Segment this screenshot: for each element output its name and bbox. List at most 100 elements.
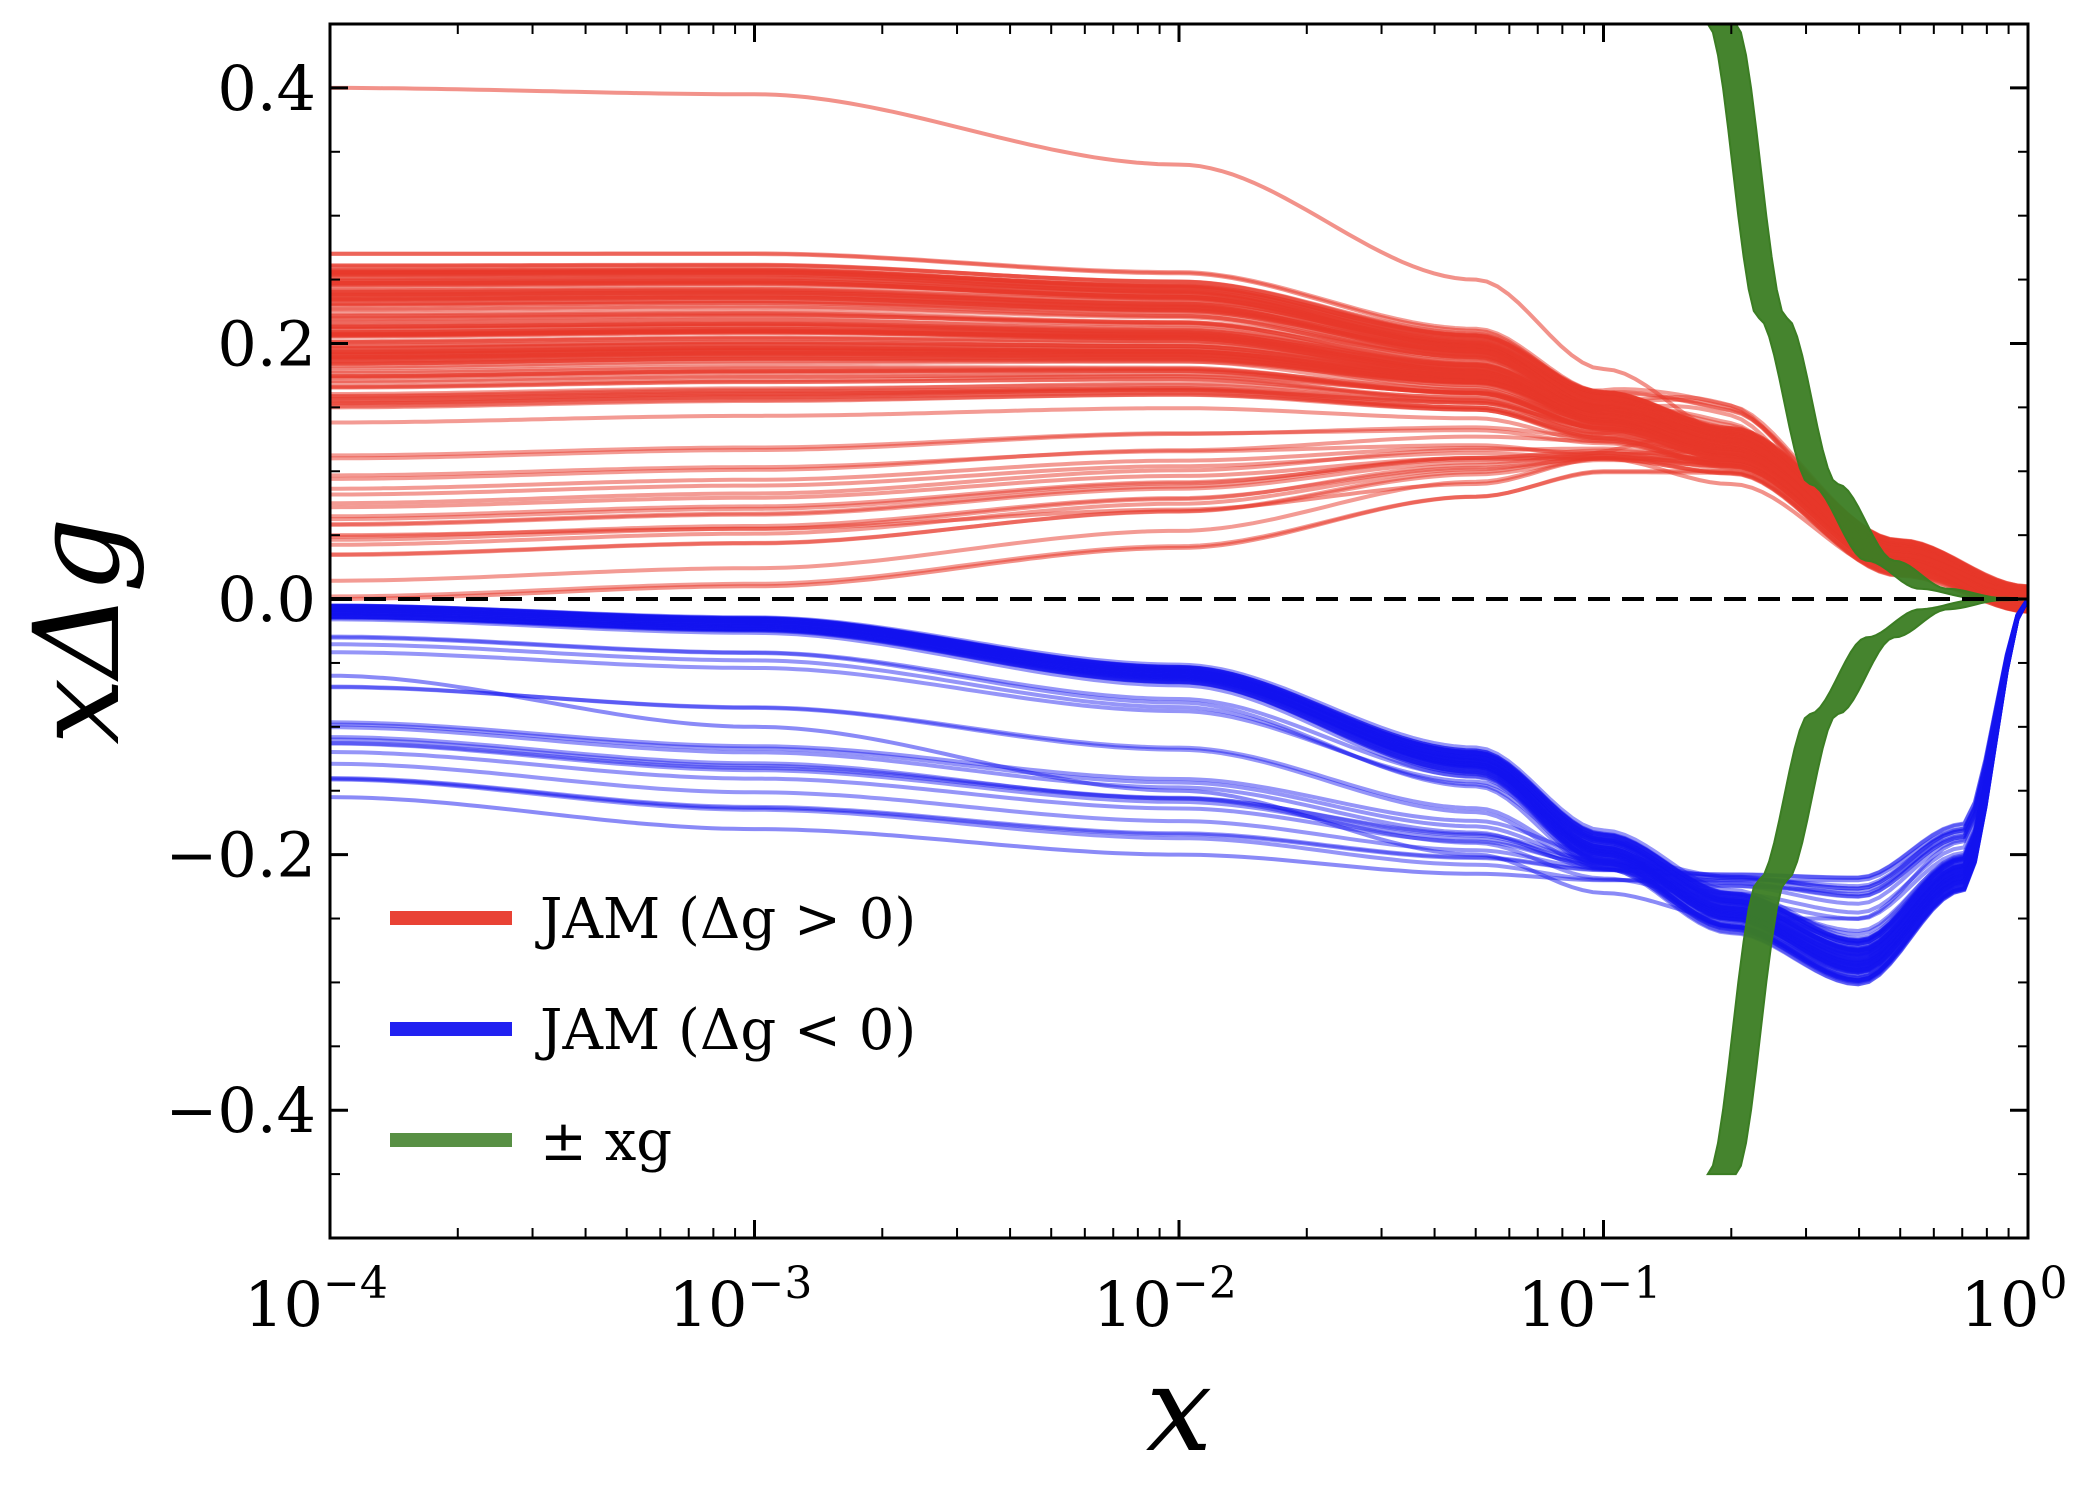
blue-replica-line — [330, 598, 2028, 957]
blue-replica-line — [330, 598, 2028, 970]
blue-replica-line — [330, 598, 2028, 943]
blue-replica-line — [330, 598, 2028, 967]
blue-replica-line — [330, 598, 2028, 969]
red-replica-line — [330, 451, 2028, 611]
blue-replica-line — [330, 598, 2028, 951]
plot-area — [330, 24, 2028, 1176]
red-replica-line — [330, 364, 2028, 609]
blue-replica-line — [330, 598, 2028, 945]
blue-replica-line — [330, 598, 2028, 946]
blue-replica-line — [330, 598, 2028, 964]
blue-replica-line — [330, 598, 2028, 959]
x-axis-title: x — [1146, 1340, 1213, 1478]
blue-replica-line — [330, 598, 2028, 891]
blue-replica-line — [330, 598, 2028, 966]
blue-replica-line — [330, 598, 2028, 962]
y-tick-label: 0.0 — [217, 563, 316, 636]
blue-replica-line — [330, 598, 2028, 950]
blue-replica-line — [330, 597, 2028, 880]
blue-replica-line — [330, 598, 2028, 971]
red-replica-line — [330, 387, 2028, 597]
x-tick-label: 10−3 — [669, 1258, 813, 1341]
blue-replica-line — [330, 598, 2028, 963]
blue-replica-line — [330, 598, 2028, 941]
blue-replica-line — [330, 598, 2028, 943]
y-tick-label: −0.2 — [165, 819, 316, 892]
blue-replica-line — [330, 598, 2028, 958]
blue-replica-line — [330, 598, 2028, 946]
blue-replica-line — [330, 598, 2028, 946]
red-replica-line — [330, 356, 2028, 593]
blue-replica-line — [330, 598, 2028, 963]
green-band-upper — [1706, 24, 2028, 601]
blue-replica-line — [330, 598, 2028, 966]
blue-replica-line — [330, 598, 2028, 971]
blue-replica-line — [330, 598, 2028, 955]
y-tick-label: −0.4 — [165, 1074, 316, 1147]
blue-replica-line — [330, 598, 2028, 956]
red-replica-line — [330, 290, 2028, 591]
blue-replica-line — [330, 598, 2028, 963]
blue-replica-line — [330, 598, 2028, 958]
series-red-group — [330, 85, 2028, 614]
series-green-group — [1706, 24, 2028, 1176]
blue-replica-line — [330, 598, 2028, 973]
red-replica-line — [330, 317, 2028, 602]
legend-label: ± xg — [540, 1109, 672, 1174]
green-band-lower — [1706, 598, 2028, 1176]
red-replica-line — [330, 374, 2028, 614]
x-tick-label: 100 — [1961, 1258, 2068, 1341]
blue-replica-line — [330, 598, 2028, 953]
blue-replica-line — [330, 598, 2028, 934]
blue-replica-line — [330, 598, 2028, 973]
legend-label: JAM (Δg < 0) — [535, 998, 916, 1063]
blue-replica-line — [330, 598, 2028, 944]
blue-replica-line — [330, 598, 2028, 969]
x-tick-label: 10−1 — [1518, 1258, 1662, 1341]
blue-replica-line — [330, 598, 2028, 970]
blue-replica-line — [330, 598, 2028, 921]
red-replica-line — [330, 457, 2028, 599]
blue-replica-line — [330, 598, 2028, 966]
blue-replica-line — [330, 597, 2028, 880]
blue-replica-line — [330, 598, 2028, 969]
red-replica-line — [330, 445, 2028, 606]
blue-replica-line — [330, 598, 2028, 974]
blue-replica-line — [330, 598, 2028, 899]
blue-replica-line — [330, 598, 2028, 944]
x-tick-label: 10−2 — [1093, 1258, 1237, 1341]
blue-replica-line — [330, 598, 2028, 899]
blue-replica-line — [330, 598, 2028, 946]
blue-replica-line — [330, 598, 2028, 937]
blue-replica-line — [330, 598, 2028, 944]
blue-replica-line — [330, 598, 2028, 891]
blue-replica-line — [330, 598, 2028, 954]
blue-replica-line — [330, 598, 2028, 897]
blue-replica-line — [330, 598, 2028, 894]
blue-replica-line — [330, 598, 2028, 960]
blue-replica-line — [330, 598, 2028, 958]
blue-replica-line — [330, 598, 2028, 906]
blue-replica-line — [330, 598, 2028, 889]
blue-replica-line — [330, 598, 2028, 975]
blue-replica-line — [330, 598, 2028, 953]
blue-replica-line — [330, 598, 2028, 980]
blue-replica-line — [330, 598, 2028, 973]
blue-replica-line — [330, 598, 2028, 922]
red-replica-line — [330, 267, 2028, 608]
blue-replica-line — [330, 598, 2028, 963]
blue-replica-line — [330, 598, 2028, 953]
red-replica-line — [330, 386, 2028, 596]
blue-replica-line — [330, 598, 2028, 966]
blue-replica-line — [330, 598, 2028, 956]
blue-replica-line — [330, 598, 2028, 967]
blue-replica-line — [330, 598, 2028, 974]
blue-replica-line — [330, 598, 2028, 954]
y-axis-title: xΔg — [8, 517, 146, 744]
blue-replica-line — [330, 598, 2028, 915]
blue-replica-line — [330, 598, 2028, 964]
blue-replica-line — [330, 598, 2028, 959]
blue-replica-line — [330, 598, 2028, 953]
